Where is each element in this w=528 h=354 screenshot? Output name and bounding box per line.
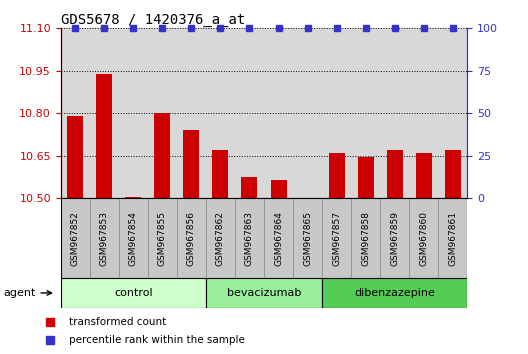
- Text: GSM967863: GSM967863: [245, 211, 254, 266]
- Bar: [235, 198, 264, 278]
- Text: dibenzazepine: dibenzazepine: [354, 288, 435, 298]
- Text: GDS5678 / 1420376_a_at: GDS5678 / 1420376_a_at: [61, 13, 245, 27]
- Bar: [119, 198, 148, 278]
- Text: GSM967861: GSM967861: [448, 211, 457, 266]
- Text: agent: agent: [3, 288, 52, 298]
- Bar: [445, 150, 461, 198]
- Text: GSM967856: GSM967856: [187, 211, 196, 266]
- Text: GSM967857: GSM967857: [332, 211, 341, 266]
- Bar: [177, 198, 206, 278]
- Bar: [264, 198, 293, 278]
- Text: percentile rank within the sample: percentile rank within the sample: [69, 335, 245, 344]
- Bar: [183, 130, 200, 198]
- Bar: [61, 198, 90, 278]
- Bar: [293, 198, 322, 278]
- Bar: [357, 157, 374, 198]
- Bar: [206, 198, 235, 278]
- Bar: [351, 198, 380, 278]
- Text: GSM967852: GSM967852: [71, 211, 80, 266]
- Bar: [438, 198, 467, 278]
- Bar: [328, 153, 345, 198]
- Bar: [154, 113, 171, 198]
- Text: transformed count: transformed count: [69, 318, 166, 327]
- Bar: [148, 198, 177, 278]
- Text: GSM967865: GSM967865: [303, 211, 312, 266]
- Bar: [322, 198, 351, 278]
- Text: GSM967859: GSM967859: [390, 211, 399, 266]
- Bar: [409, 198, 438, 278]
- Bar: [416, 153, 432, 198]
- Bar: [61, 278, 206, 308]
- Bar: [125, 197, 142, 198]
- Bar: [270, 180, 287, 198]
- Bar: [212, 150, 229, 198]
- Bar: [322, 278, 467, 308]
- Text: GSM967864: GSM967864: [274, 211, 283, 266]
- Bar: [206, 278, 322, 308]
- Bar: [96, 74, 112, 198]
- Bar: [241, 177, 258, 198]
- Text: GSM967858: GSM967858: [361, 211, 370, 266]
- Text: GSM967855: GSM967855: [158, 211, 167, 266]
- Bar: [380, 198, 409, 278]
- Text: bevacizumab: bevacizumab: [227, 288, 301, 298]
- Text: GSM967854: GSM967854: [129, 211, 138, 266]
- Bar: [386, 150, 403, 198]
- Text: GSM967860: GSM967860: [419, 211, 428, 266]
- Bar: [90, 198, 119, 278]
- Text: GSM967862: GSM967862: [216, 211, 225, 266]
- Text: control: control: [114, 288, 153, 298]
- Bar: [67, 116, 83, 198]
- Text: GSM967853: GSM967853: [100, 211, 109, 266]
